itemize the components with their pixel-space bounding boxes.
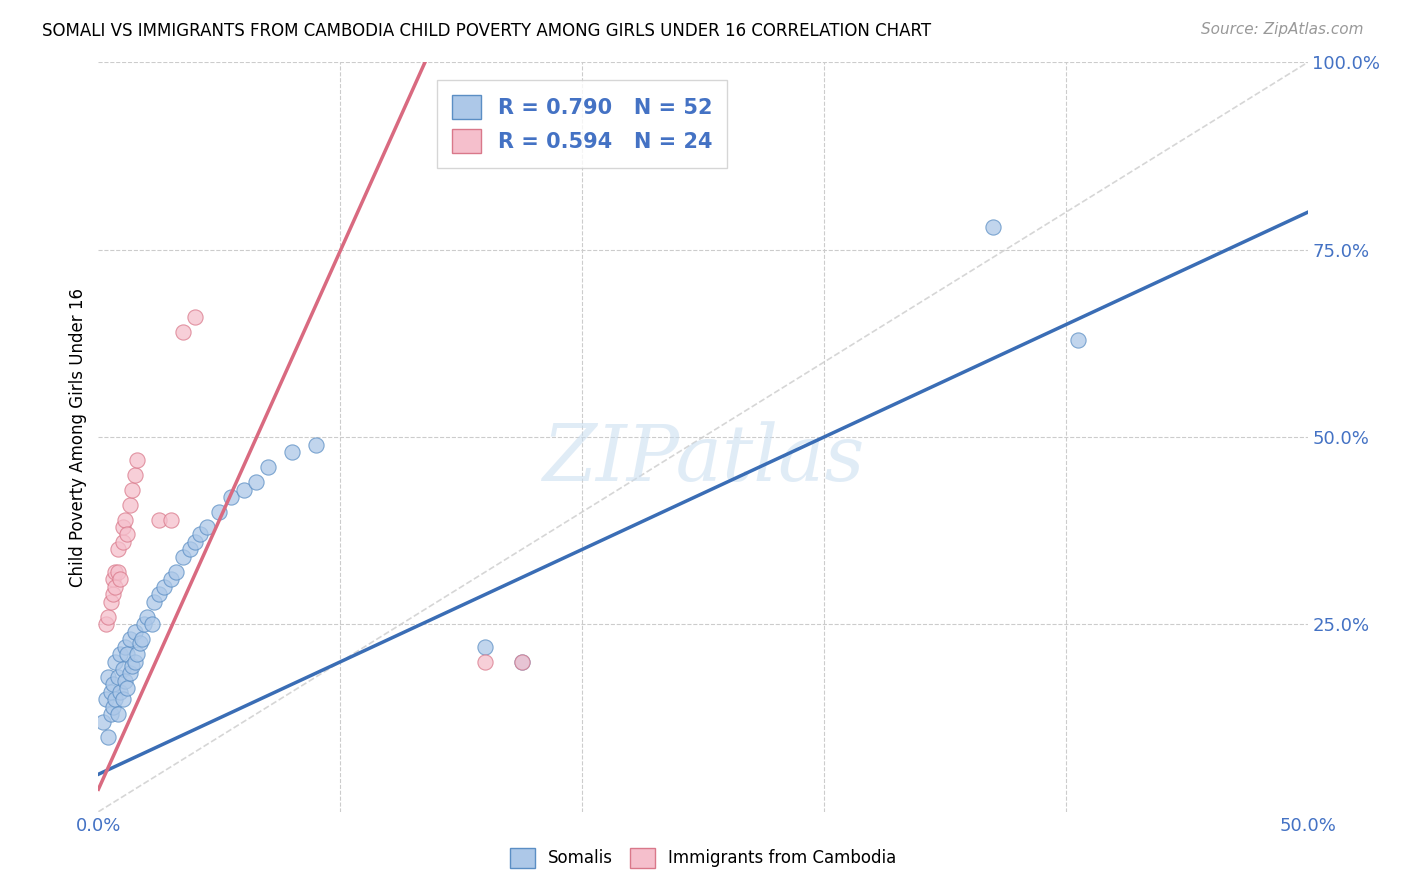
Point (127, 452, 149, 467)
Y-axis label: Child Poverty Among Girls Under 16: Child Poverty Among Girls Under 16 (69, 287, 87, 587)
Point (232, 483, 254, 497)
Point (101, 573, 124, 587)
Point (117, 648, 139, 662)
Point (1067, 333, 1090, 347)
Point (97, 730, 120, 744)
Point (94, 617, 117, 632)
Point (127, 648, 149, 662)
Point (111, 535, 134, 549)
Point (91, 714, 114, 729)
Point (160, 512, 183, 526)
Point (121, 483, 143, 497)
Point (221, 490, 243, 504)
Point (172, 325, 194, 339)
Point (107, 542, 129, 557)
Point (101, 699, 124, 714)
Point (208, 505, 231, 519)
Text: Source: ZipAtlas.com: Source: ZipAtlas.com (1201, 22, 1364, 37)
Point (94, 692, 117, 706)
Point (121, 658, 143, 673)
Point (165, 565, 187, 579)
Point (117, 681, 139, 695)
Point (107, 565, 129, 579)
Point (118, 632, 141, 647)
Point (148, 512, 170, 526)
Point (188, 527, 211, 541)
Point (100, 595, 122, 609)
Point (97, 670, 120, 684)
Point (152, 580, 174, 594)
Point (256, 460, 278, 475)
Point (510, 655, 533, 669)
Point (104, 580, 127, 594)
Point (148, 587, 170, 601)
Point (104, 565, 127, 579)
Point (108, 648, 131, 662)
Point (104, 692, 127, 706)
Point (114, 512, 136, 526)
Point (245, 475, 267, 489)
Point (124, 624, 146, 639)
Point (124, 467, 146, 482)
Legend: Somalis, Immigrants from Cambodia: Somalis, Immigrants from Cambodia (503, 841, 903, 875)
Point (474, 655, 496, 669)
Point (172, 549, 194, 564)
Point (195, 520, 218, 534)
Point (107, 707, 129, 722)
Point (179, 542, 201, 557)
Point (184, 310, 207, 325)
Point (117, 527, 139, 541)
Point (118, 498, 141, 512)
Point (474, 640, 496, 654)
Point (108, 573, 131, 587)
Point (124, 655, 146, 669)
Legend: R = 0.790   N = 52, R = 0.594   N = 24: R = 0.790 N = 52, R = 0.594 N = 24 (437, 80, 727, 168)
Point (108, 685, 131, 699)
Point (135, 610, 157, 624)
Point (101, 677, 124, 691)
Point (101, 587, 124, 601)
Point (111, 692, 134, 706)
Point (111, 520, 134, 534)
Point (97, 610, 120, 624)
Point (100, 707, 122, 722)
Point (305, 437, 328, 451)
Point (100, 685, 122, 699)
Point (134, 617, 156, 632)
Point (160, 573, 183, 587)
Point (143, 595, 166, 609)
Point (111, 662, 134, 676)
Point (131, 632, 153, 647)
Point (114, 640, 136, 654)
Point (104, 655, 127, 669)
Point (114, 673, 136, 688)
Point (128, 636, 150, 650)
Text: ZIPatlas: ZIPatlas (541, 421, 865, 498)
Point (141, 617, 163, 632)
Point (184, 535, 207, 549)
Point (281, 445, 304, 459)
Point (107, 670, 129, 684)
Point (510, 655, 533, 669)
Point (981, 220, 1004, 235)
Point (118, 666, 141, 681)
Text: SOMALI VS IMMIGRANTS FROM CAMBODIA CHILD POVERTY AMONG GIRLS UNDER 16 CORRELATIO: SOMALI VS IMMIGRANTS FROM CAMBODIA CHILD… (42, 22, 931, 40)
